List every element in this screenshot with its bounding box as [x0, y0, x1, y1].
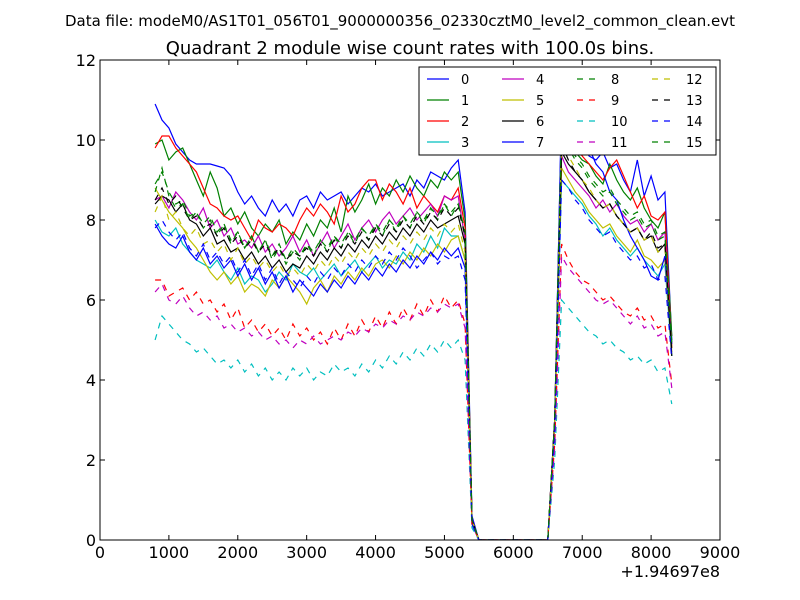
- legend-label-4: 4: [536, 73, 544, 88]
- series-line-4: [154, 155, 673, 540]
- series-line-8: [154, 131, 673, 540]
- x-offset-label: +1.94697e8: [620, 562, 720, 581]
- legend-label-14: 14: [686, 115, 703, 130]
- ticks-layer: 0 1000 2000 3000 4000 5000 6000 7000 8000 9000 0 2 4…: [76, 51, 741, 562]
- legend-label-9: 9: [611, 94, 619, 109]
- legend-label-0: 0: [461, 73, 469, 88]
- series-layer: [154, 102, 673, 540]
- series-line-3: [154, 178, 673, 540]
- x-tick-label: 9000: [700, 543, 741, 562]
- y-tick-label: 0: [86, 531, 96, 550]
- x-tick-label: 4000: [355, 543, 396, 562]
- series-line-11: [154, 253, 673, 540]
- legend-label-1: 1: [461, 94, 469, 109]
- legend-label-7: 7: [536, 136, 544, 151]
- figure-suptitle: Data file: modeM0/AS1T01_056T01_90000003…: [65, 12, 735, 31]
- series-line-14: [154, 178, 673, 540]
- y-tick-label: 12: [76, 51, 96, 70]
- x-tick-label: 7000: [562, 543, 603, 562]
- legend-box: [418, 66, 717, 156]
- chart-title: Quadrant 2 module wise count rates with …: [166, 38, 655, 59]
- y-tick-label: 6: [86, 291, 96, 310]
- series-line-5: [154, 165, 673, 540]
- legend-label-10: 10: [611, 115, 628, 130]
- series-line-13: [154, 143, 673, 540]
- y-tick-label: 4: [86, 371, 96, 390]
- x-tick-label: 8000: [631, 543, 672, 562]
- x-tick-label: 1000: [149, 543, 190, 562]
- series-line-2: [154, 126, 673, 540]
- series-line-6: [154, 149, 673, 540]
- series-line-15: [154, 123, 673, 540]
- y-tick-label: 10: [76, 131, 96, 150]
- x-tick-label: 3000: [286, 543, 327, 562]
- x-tick-label: 0: [95, 543, 105, 562]
- y-tick-label: 8: [86, 211, 96, 230]
- x-tick-label: 5000: [424, 543, 465, 562]
- legend-label-13: 13: [686, 94, 703, 109]
- x-tick-label: 6000: [493, 543, 534, 562]
- legend-label-11: 11: [611, 136, 628, 151]
- legend-label-2: 2: [461, 115, 469, 130]
- legend-label-12: 12: [686, 73, 703, 88]
- x-tick-label: 2000: [217, 543, 258, 562]
- legend-label-3: 3: [461, 136, 469, 151]
- series-line-12: [154, 135, 673, 540]
- legend-label-5: 5: [536, 94, 544, 109]
- series-line-9: [155, 243, 673, 540]
- legend-label-6: 6: [536, 115, 544, 130]
- y-tick-label: 2: [86, 451, 96, 470]
- legend-label-15: 15: [686, 136, 703, 151]
- legend-label-8: 8: [611, 73, 619, 88]
- series-line-1: [154, 115, 673, 540]
- series-line-10: [154, 298, 673, 540]
